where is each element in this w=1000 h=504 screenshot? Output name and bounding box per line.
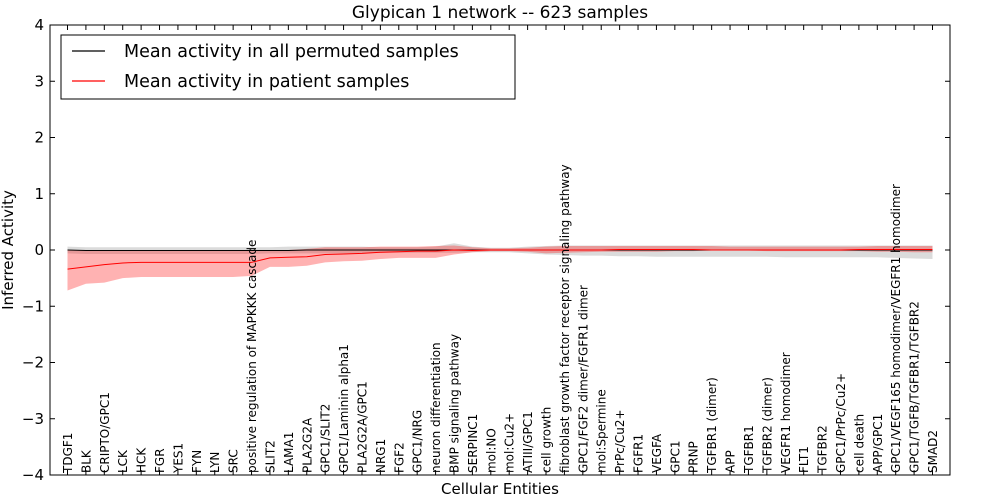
y-tick-label: 4	[34, 16, 44, 34]
x-tick-label: TGFBR1 (dimer)	[705, 377, 719, 474]
x-tick-label: APP	[724, 450, 738, 473]
x-tick-label: cell growth	[540, 407, 554, 473]
x-tick-label: mol:NO	[484, 428, 498, 473]
x-tick-label: neuron differentiation	[429, 342, 443, 473]
x-tick-label: GPC1/PrPc/Cu2+	[834, 373, 848, 473]
x-tick-label: YES1	[171, 443, 185, 474]
x-tick-label: BLK	[79, 449, 93, 473]
x-tick-label: GPC1/NRG	[411, 410, 425, 473]
y-tick-label: 1	[34, 185, 44, 203]
x-tick-label: HCK	[135, 447, 149, 473]
y-tick-label: −2	[22, 354, 44, 372]
x-tick-label: FGR	[153, 448, 167, 473]
x-tick-label: SERPINC1	[466, 414, 480, 473]
chart-title: Glypican 1 network -- 623 samples	[352, 3, 648, 23]
y-tick-label: −4	[22, 466, 44, 484]
line-mean-activity-in-patient-samples	[67, 248, 933, 270]
x-axis-label: Cellular Entities	[441, 480, 559, 498]
x-tick-label: BMP signaling pathway	[447, 334, 461, 473]
x-tick-label: GPC1/Laminin alpha1	[337, 344, 351, 473]
x-tick-label: GPC1/TGFB/TGFBR1/TGFBR2	[908, 301, 922, 473]
x-tick-label: mol:Cu2+	[503, 413, 517, 473]
x-tick-label: SMAD2	[926, 430, 940, 473]
x-tick-label: FYN	[190, 450, 204, 473]
y-tick-label: −3	[22, 410, 44, 428]
x-tick-label: PLA2G2A/GPC1	[355, 381, 369, 473]
legend: Mean activity in all permuted samples Me…	[60, 34, 516, 100]
x-tick-label: GPC1	[668, 440, 682, 473]
x-tick-label: GPC1/FGF2 dimer/FGFR1 dimer	[576, 285, 590, 473]
y-tick-label: 3	[34, 72, 44, 90]
confidence-bands	[67, 243, 933, 291]
x-tick-label: FGFR1	[632, 434, 646, 473]
x-tick-label: GPC1/VEGF165 homodimer/VEGFR1 homodimer	[889, 184, 903, 473]
x-tick-label: mol:Spermine	[595, 389, 609, 473]
x-tick-label: VEGFR1 homodimer	[779, 352, 793, 473]
series-lines	[67, 248, 933, 270]
x-tick-label: TGFBR2 (dimer)	[760, 377, 774, 474]
y-axis-label: Inferred Activity	[0, 190, 17, 310]
x-tick-label: FGF2	[392, 442, 406, 473]
x-tick-label: PRNP	[687, 441, 701, 473]
x-tick-label: PrPc/Cu2+	[613, 409, 627, 473]
x-tick-label: TDGF1	[61, 433, 75, 474]
y-tick-label: 0	[34, 241, 44, 259]
band-mean-activity-in-patient-samples	[67, 245, 933, 291]
legend-label-patient: Mean activity in patient samples	[124, 72, 409, 92]
y-axis: −4 −3 −2 −1 0 1 2 3 4	[22, 16, 950, 484]
y-tick-label: 2	[34, 129, 44, 147]
x-tick-label: LCK	[116, 449, 130, 473]
x-tick-label: LYN	[208, 452, 222, 473]
x-axis: TDGF1 BLK CRIPTO/GPC1 LCK HCK FGR YES1 FYN LYN SR…	[61, 25, 940, 475]
x-tick-label: APP/GPC1	[871, 414, 885, 473]
x-tick-label: LAMA1	[282, 432, 296, 473]
x-tick-label: VEGFA	[650, 433, 664, 473]
x-tick-label: PLA2G2A	[300, 417, 314, 473]
x-tick-label: SLIT2	[263, 440, 277, 473]
legend-box	[60, 34, 516, 100]
x-tick-label: FLT1	[797, 446, 811, 473]
band-mean-activity-in-all-permuted-samples	[67, 243, 933, 259]
x-tick-label: TGFBR2	[816, 425, 830, 474]
legend-label-permuted: Mean activity in all permuted samples	[124, 42, 459, 62]
x-tick-label: CRIPTO/GPC1	[98, 392, 112, 473]
x-tick-label: SRC	[227, 449, 241, 473]
x-tick-label: ATIII/GPC1	[521, 411, 535, 473]
x-tick-label: TGFBR1	[742, 425, 756, 474]
x-tick-label: positive regulation of MAPKKK cascade	[245, 240, 259, 473]
x-tick-label: fibroblast growth factor receptor signal…	[558, 164, 572, 473]
y-tick-label: −1	[22, 297, 44, 315]
x-tick-label: cell death	[852, 414, 866, 473]
x-tick-label: GPC1/SLIT2	[319, 404, 333, 473]
x-tick-label: NRG1	[374, 439, 388, 473]
